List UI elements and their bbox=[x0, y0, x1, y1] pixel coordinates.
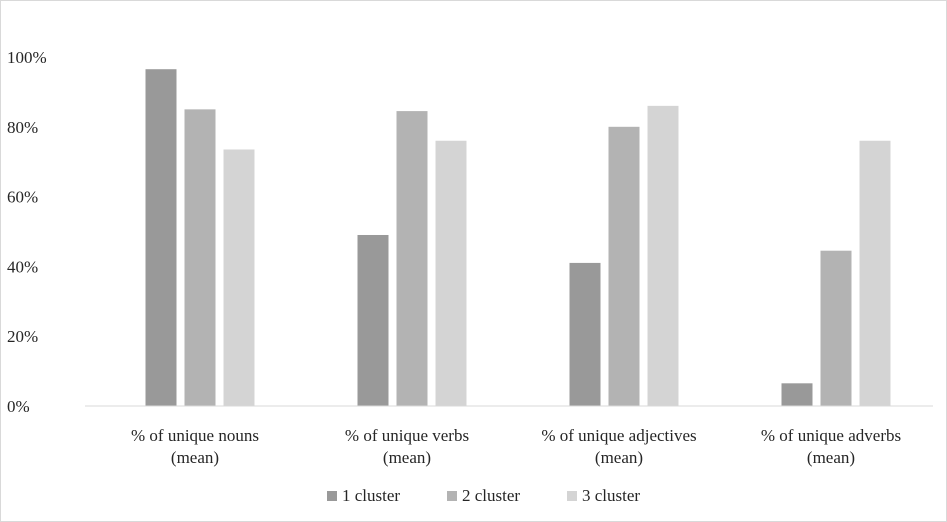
legend-label: 1 cluster bbox=[342, 486, 400, 505]
bar-3-cluster-3 bbox=[859, 140, 891, 406]
category-label: (mean) bbox=[171, 448, 219, 467]
bar-2-cluster-1 bbox=[396, 111, 428, 406]
bar-2-cluster-3 bbox=[820, 250, 852, 406]
bar-3-cluster-1 bbox=[435, 140, 467, 406]
category-label: (mean) bbox=[383, 448, 431, 467]
category-label: % of unique verbs bbox=[345, 426, 469, 445]
legend-swatch bbox=[447, 491, 457, 501]
bar-2-cluster-0 bbox=[184, 109, 216, 406]
category-label: % of unique nouns bbox=[131, 426, 259, 445]
bar-2-cluster-2 bbox=[608, 126, 640, 407]
bar-1-cluster-3 bbox=[781, 383, 813, 406]
legend-label: 2 cluster bbox=[462, 486, 520, 505]
y-tick-label: 20% bbox=[7, 327, 38, 346]
y-tick-label: 40% bbox=[7, 257, 38, 276]
y-axis-ticks: 0% 20% 40% 60% 80% 100% bbox=[7, 48, 47, 416]
legend-swatch bbox=[567, 491, 577, 501]
category-label: (mean) bbox=[807, 448, 855, 467]
y-tick-label: 80% bbox=[7, 118, 38, 137]
category-labels: % of unique nouns (mean) % of unique verbs… bbox=[131, 426, 901, 467]
bar-3-cluster-2 bbox=[647, 105, 679, 407]
y-tick-label: 0% bbox=[7, 397, 30, 416]
category-label: % of unique adverbs bbox=[761, 426, 901, 445]
legend-swatch bbox=[327, 491, 337, 501]
legend: 1 cluster 2 cluster 3 cluster bbox=[327, 486, 640, 505]
y-tick-label: 100% bbox=[7, 48, 47, 67]
category-label: % of unique adjectives bbox=[541, 426, 696, 445]
bar-1-cluster-0 bbox=[145, 69, 177, 406]
bar-1-cluster-1 bbox=[357, 234, 389, 406]
y-tick-label: 60% bbox=[7, 188, 38, 207]
bar-3-cluster-0 bbox=[223, 149, 255, 407]
bars bbox=[145, 69, 891, 407]
legend-label: 3 cluster bbox=[582, 486, 640, 505]
bar-1-cluster-2 bbox=[569, 262, 601, 406]
category-label: (mean) bbox=[595, 448, 643, 467]
